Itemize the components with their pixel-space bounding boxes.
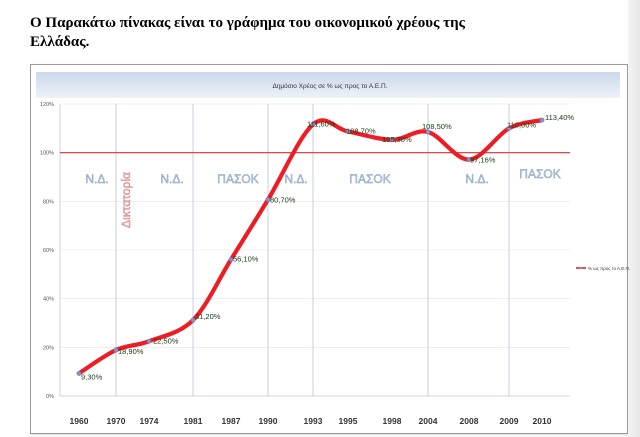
data-point <box>228 257 234 262</box>
period-label: ΠΑΣΟΚ <box>519 167 560 181</box>
x-tick-label: 1998 <box>383 416 402 426</box>
data-point <box>310 122 316 127</box>
data-point <box>389 137 395 143</box>
x-tick-label: 1974 <box>140 416 159 426</box>
period-label: Ν.Δ. <box>160 172 183 186</box>
period-label: Δικτατορία <box>119 172 133 228</box>
y-tick-label: 120% <box>40 102 54 108</box>
data-label: 108,50% <box>422 122 452 131</box>
window-edge <box>628 0 640 437</box>
data-point <box>345 129 351 134</box>
data-labels: 9,30% 18,90% 22,50% 31,20% 56,10% 80,70% 111,6… <box>81 113 574 381</box>
legend-marker <box>579 266 583 270</box>
x-tick-label: 2009 <box>500 416 519 426</box>
data-label: 22,50% <box>153 336 179 345</box>
x-tick-label: 1990 <box>259 416 278 426</box>
x-axis: 1960 1970 1974 1981 1987 1990 1993 1995 1998 2004… <box>70 416 552 426</box>
period-labels: Ν.Δ. Δικτατορία Ν.Δ. ΠΑΣΟΚ Ν.Δ. ΠΑΣΟΚ Ν.Δ. ΠΑΣΟ… <box>85 167 561 228</box>
y-axis: 0% 20% 40% 60% 80% 100% 120% <box>40 102 54 400</box>
data-label: 97,16% <box>470 156 496 165</box>
data-label: 9,30% <box>81 372 103 381</box>
data-point <box>466 157 472 162</box>
data-point <box>76 370 82 376</box>
chart-title: Δημόσιο Χρέος σε % ως προς το Α.Ε.Π. <box>272 82 387 90</box>
period-label: Ν.Δ. <box>465 172 488 186</box>
x-tick-label: 1995 <box>339 416 358 426</box>
data-label: 80,70% <box>270 196 296 205</box>
x-tick-label: 1970 <box>107 416 126 426</box>
y-tick-label: 60% <box>43 248 54 254</box>
data-label: 105,30% <box>382 135 412 144</box>
data-point <box>146 338 152 344</box>
data-point <box>425 129 431 135</box>
x-tick-label: 1960 <box>70 416 89 426</box>
data-point <box>113 347 119 353</box>
x-tick-label: 2004 <box>419 416 438 426</box>
data-label: 56,10% <box>233 254 259 263</box>
y-tick-label: 0% <box>46 394 54 400</box>
data-label: 18,90% <box>118 347 144 356</box>
chart-frame <box>30 64 628 434</box>
period-label: Ν.Δ. <box>284 172 307 186</box>
x-tick-label: 1981 <box>184 416 203 426</box>
data-point <box>539 117 545 123</box>
x-tick-label: 1987 <box>222 416 241 426</box>
data-point <box>506 125 512 131</box>
data-label: 110,00% <box>507 120 536 129</box>
x-tick-label: 2008 <box>460 416 479 426</box>
data-label: 108,70% <box>346 126 376 135</box>
period-label: Ν.Δ. <box>85 172 108 186</box>
data-label: 113,40% <box>545 113 574 122</box>
y-tick-label: 40% <box>43 297 54 303</box>
page-caption: Ο Παρακάτω πίνακας είναι το γράφημα του … <box>30 15 465 50</box>
series-layer <box>76 117 545 376</box>
y-tick-label: 20% <box>43 345 54 351</box>
data-label: 31,20% <box>195 312 221 321</box>
data-point <box>190 317 196 323</box>
y-tick-label: 100% <box>40 151 54 157</box>
x-tick-label: 1993 <box>304 416 323 426</box>
title-band <box>36 72 620 98</box>
legend: % ως προς το Α.Ε.Π. <box>576 266 630 271</box>
x-tick-label: 2010 <box>533 416 552 426</box>
y-tick-label: 80% <box>43 199 54 205</box>
period-label: ΠΑΣΟΚ <box>349 172 390 186</box>
data-point <box>265 197 271 203</box>
legend-label: % ως προς το Α.Ε.Π. <box>588 266 630 271</box>
grid-layer <box>59 103 570 397</box>
period-label: ΠΑΣΟΚ <box>217 172 258 186</box>
data-label: 111,60% <box>307 119 336 128</box>
